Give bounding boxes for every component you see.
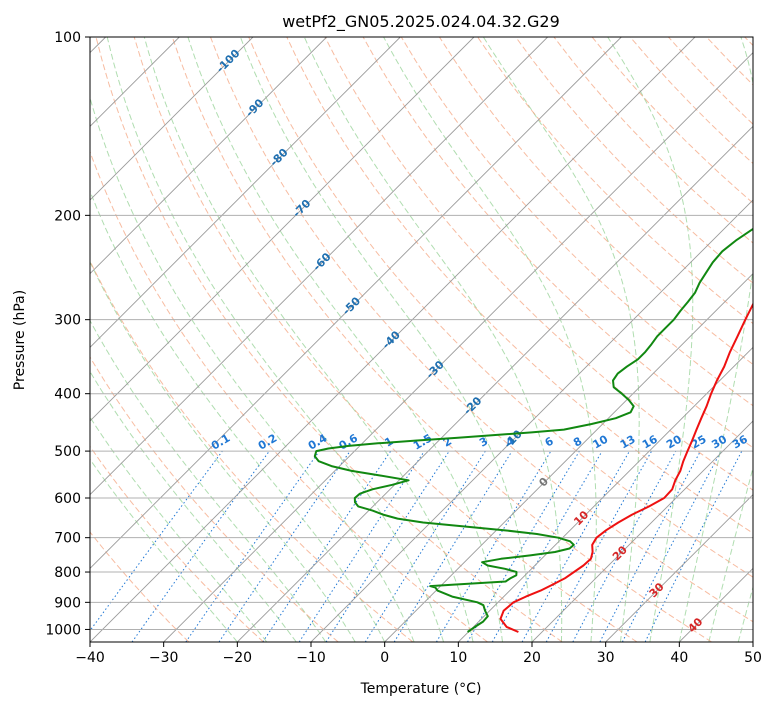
isotherm-line <box>237 125 753 642</box>
moist-adiabat-line <box>90 260 356 642</box>
x-tick-label: −30 <box>149 650 179 666</box>
moist-adiabat-line <box>106 37 445 642</box>
y-tick-label: 800 <box>54 565 81 581</box>
x-axis-label: Temperature (°C) <box>360 681 482 697</box>
dry-adiabat-line <box>248 37 753 578</box>
isotherm-line <box>310 199 753 642</box>
mixing-ratio-line <box>545 450 653 642</box>
moist-adiabat-line <box>187 37 503 642</box>
dry-adiabat-line <box>210 37 753 623</box>
dry-adiabat-line <box>90 445 264 642</box>
moist-adiabat-line <box>678 37 753 642</box>
isotherm-lines <box>90 37 753 642</box>
x-tick-label: 20 <box>523 650 541 666</box>
mixing-ratio-line <box>521 450 630 642</box>
isotherm-line <box>90 37 327 275</box>
mixing-ratio-line <box>185 450 320 642</box>
moist-adiabat-line <box>482 37 640 642</box>
mixing-ratio-line <box>572 450 677 642</box>
y-tick-label: 600 <box>54 491 81 507</box>
y-tick-label: 300 <box>54 313 81 329</box>
dry-adiabat-line <box>133 37 638 642</box>
dry-adiabats <box>90 37 753 642</box>
x-tick-label: −40 <box>75 650 105 666</box>
chart-title: wetPf2_GN05.2025.024.04.32.G29 <box>282 12 560 32</box>
mixing-ratio-line <box>131 450 270 642</box>
moist-adiabat-line <box>90 416 268 642</box>
y-tick-label: 700 <box>54 531 81 547</box>
mixing-ratio-line <box>325 450 450 642</box>
x-tick-label: 0 <box>380 650 389 666</box>
y-tick-label: 200 <box>54 208 81 224</box>
mixing-ratio-line <box>218 450 351 642</box>
isotherm-line <box>90 37 696 642</box>
y-axis-label: Pressure (hPa) <box>12 290 28 390</box>
x-axis-ticks: −40 −30 −20 −10 0 10 20 30 40 50 <box>75 642 762 666</box>
dry-adiabat-line <box>400 37 753 407</box>
mixing-ratio-line <box>393 450 513 642</box>
moist-adiabat-line <box>90 458 238 642</box>
y-tick-label: 100 <box>54 30 81 46</box>
dry-adiabat-line <box>95 37 563 642</box>
dry-adiabat-line <box>90 531 190 642</box>
x-tick-label: 30 <box>597 650 615 666</box>
mixing-ratio-line <box>644 450 743 642</box>
isotherm-line <box>384 273 753 642</box>
y-tick-label: 400 <box>54 387 81 403</box>
mixing-ratio-line <box>90 450 223 632</box>
isotherm-line <box>90 37 475 422</box>
sounding-profiles <box>313 227 753 633</box>
moist-adiabat-line <box>383 37 597 642</box>
dry-adiabat-line <box>90 150 488 642</box>
x-tick-label: 50 <box>744 650 762 666</box>
x-tick-label: 40 <box>670 650 688 666</box>
x-tick-label: −20 <box>223 650 253 666</box>
dry-adiabat-line <box>438 37 753 366</box>
isotherm-line <box>90 37 548 496</box>
isotherm-line <box>605 494 753 642</box>
y-tick-label: 500 <box>54 444 81 460</box>
plot-frame <box>89 36 754 643</box>
isotherm-line <box>90 37 622 569</box>
moist-adiabat-line <box>607 37 694 642</box>
y-tick-label: 1000 <box>45 622 81 638</box>
moist-adiabats <box>90 37 753 642</box>
isotherm-line <box>90 37 401 348</box>
isotherm-line <box>163 52 753 642</box>
isotherm-line <box>531 420 753 642</box>
moist-adiabat-line <box>239 37 533 642</box>
moist-adiabat-line <box>303 37 563 642</box>
moist-adiabat-line <box>90 370 297 642</box>
mixing-ratio-line <box>298 450 425 642</box>
temperature-profile-line <box>499 302 753 633</box>
x-tick-label: 10 <box>449 650 467 666</box>
y-tick-label: 900 <box>54 595 81 611</box>
isotherm-line <box>90 37 254 201</box>
isobar-gridlines <box>90 37 753 630</box>
moist-adiabat-line <box>143 37 474 642</box>
x-tick-label: −10 <box>296 650 326 666</box>
dry-adiabat-line <box>90 356 339 642</box>
dry-adiabat-line <box>171 37 712 642</box>
dry-adiabat-line <box>515 37 753 284</box>
isotherm-line <box>458 346 753 642</box>
dewpoint-profile-line <box>313 227 753 633</box>
y-axis-ticks: 100 200 300 400 500 600 700 800 900 1000 <box>45 30 90 638</box>
